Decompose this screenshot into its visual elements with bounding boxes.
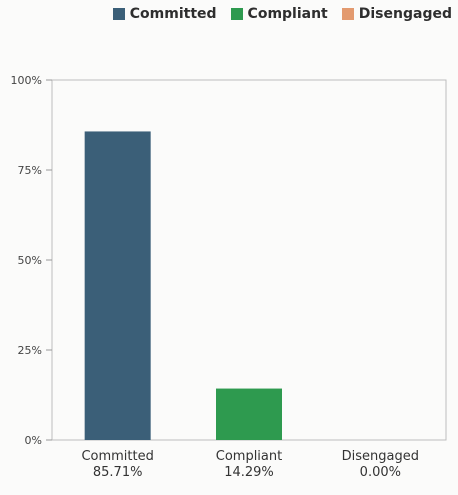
legend-label-compliant: Compliant: [247, 6, 328, 22]
x-value-label: 0.00%: [360, 465, 401, 480]
x-category-label: Disengaged: [342, 449, 419, 464]
x-value-label: 85.71%: [93, 465, 143, 480]
legend-item-compliant: Compliant: [230, 6, 328, 22]
x-value-label: 14.29%: [224, 465, 274, 480]
y-tick-label: 75%: [18, 164, 42, 177]
legend-swatch-compliant: [230, 8, 243, 20]
legend-item-disengaged: Disengaged: [341, 6, 452, 22]
x-category-label: Compliant: [216, 449, 282, 464]
y-tick-label: 0%: [25, 434, 42, 447]
legend-label-disengaged: Disengaged: [358, 6, 452, 22]
legend-item-committed: Committed: [112, 6, 217, 22]
y-tick-label: 100%: [11, 74, 42, 87]
x-category-label: Committed: [81, 449, 153, 464]
y-tick-label: 25%: [18, 344, 42, 357]
legend-swatch-disengaged: [341, 8, 354, 20]
legend-label-committed: Committed: [129, 6, 217, 22]
legend-swatch-committed: [112, 8, 125, 20]
y-tick-label: 50%: [18, 254, 42, 267]
chart-legend: Committed Compliant Disengaged: [112, 6, 452, 22]
bar-compliant: [216, 388, 282, 440]
bar-committed: [84, 131, 151, 440]
